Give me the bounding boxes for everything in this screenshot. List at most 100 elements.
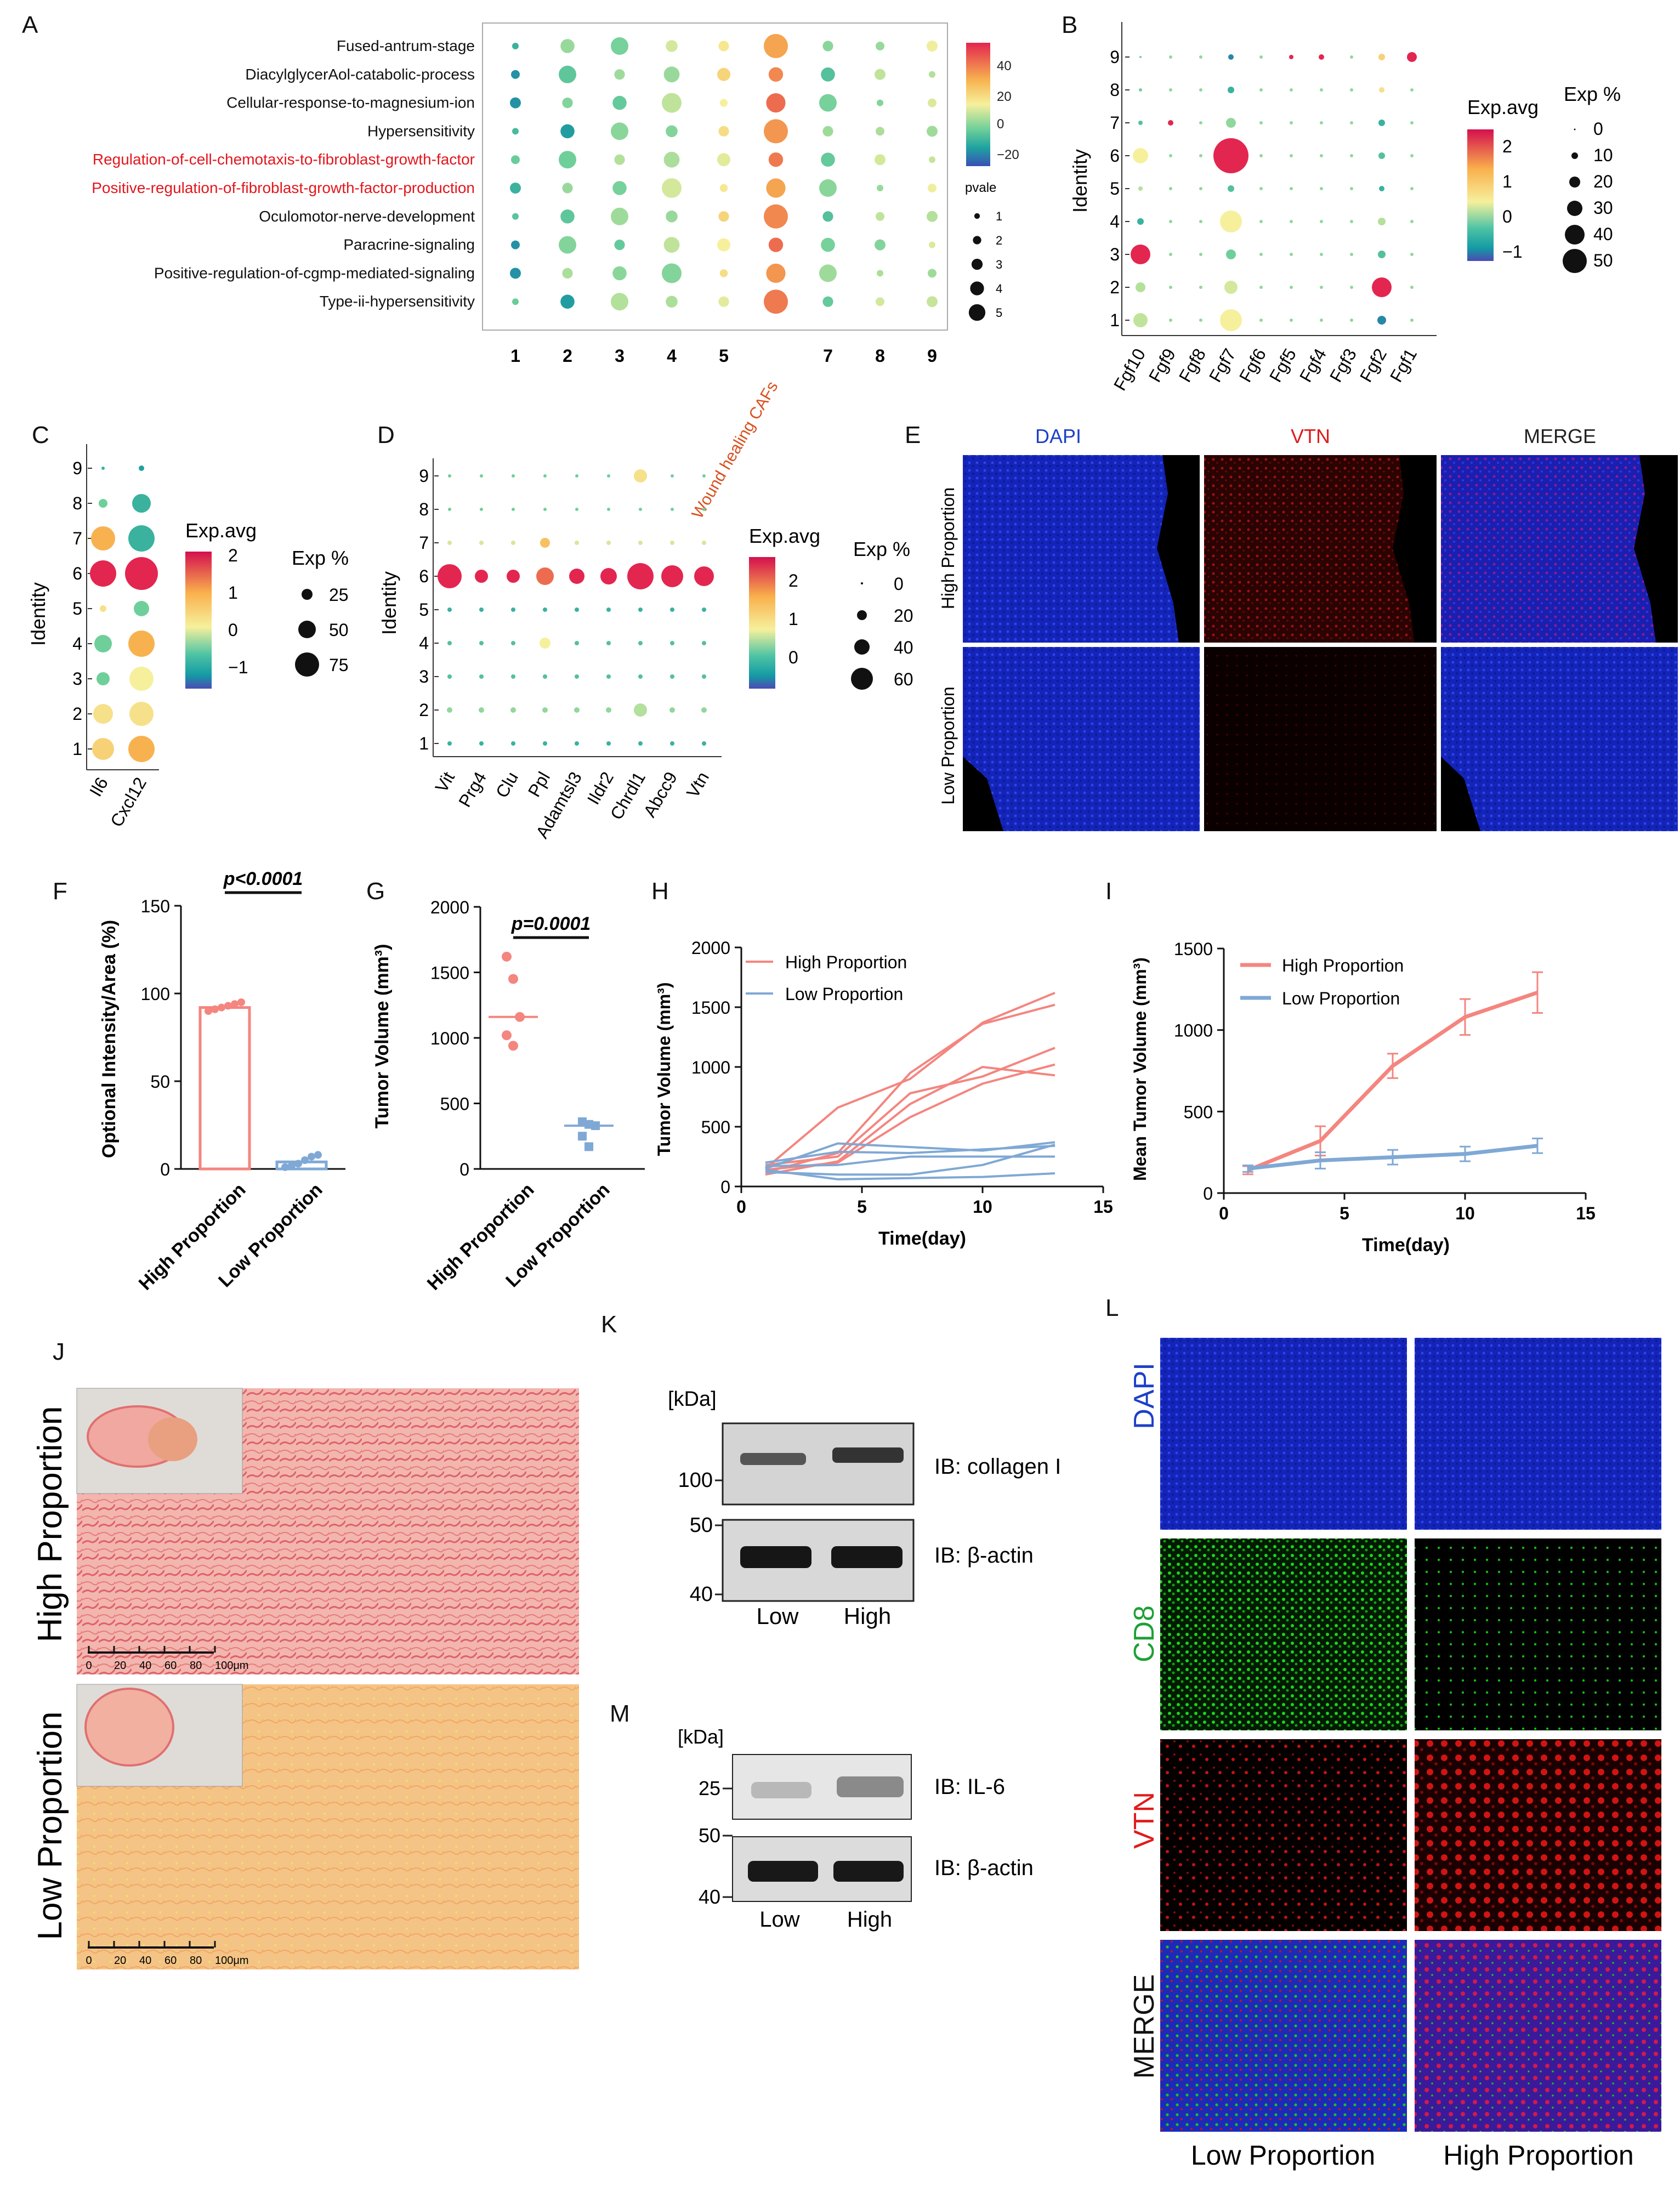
C-plot-dot: [128, 525, 155, 552]
m-band-high-actin: [833, 1861, 904, 1882]
B-plot-dot: [1259, 121, 1263, 124]
l-image-high-dapi: [1415, 1338, 1661, 1530]
d-size-legend-dot: [857, 610, 867, 620]
a-dot: [719, 99, 728, 107]
D-plot-gene-tick: Prg4: [455, 769, 490, 811]
d-size-legend-label: 0: [894, 574, 904, 594]
D-plot-dot: [694, 566, 714, 586]
D-plot-dot: [510, 707, 516, 713]
c-colorbar-tick: 1: [228, 583, 238, 603]
a-dot: [559, 236, 576, 254]
C-plot-row-tick: 6: [72, 564, 82, 583]
f-point: [211, 1005, 219, 1013]
a-cluster-tick: 7: [823, 346, 833, 366]
B-plot-dot: [1224, 281, 1238, 294]
a-size-legend-label: 2: [996, 234, 1002, 247]
a-dot: [511, 70, 520, 79]
a-dot: [927, 126, 938, 137]
B-plot-dot: [1379, 186, 1384, 191]
B-plot-dot: [1226, 118, 1236, 128]
l-image-high-cd8: [1415, 1538, 1661, 1730]
g-point: [515, 1012, 525, 1022]
g-ylabel: Tumor Volume (mm³): [372, 944, 393, 1129]
B-plot-dot: [1350, 220, 1353, 223]
B-plot-dot: [1320, 253, 1323, 256]
B-plot-dot: [1350, 253, 1353, 256]
B-plot-dot: [1350, 121, 1353, 124]
a-dot: [876, 42, 884, 50]
D-plot-dot: [670, 607, 674, 612]
l-row-cd8: CD8: [1128, 1605, 1160, 1662]
B-plot-dot: [1138, 121, 1143, 125]
B-plot-dot: [1290, 154, 1293, 157]
D-plot-dot: [512, 474, 515, 478]
a-colorbar-tick: −20: [997, 147, 1019, 162]
B-plot-dot: [1259, 319, 1263, 322]
d-colorbar-tick: 1: [788, 609, 798, 629]
j-row-low: Low Proportion: [31, 1711, 69, 1940]
D-plot-dot: [447, 741, 452, 746]
a-dot: [875, 239, 886, 251]
f-point: [308, 1152, 315, 1161]
m-lane-low: Low: [759, 1907, 799, 1932]
B-plot-gene-tick: Fgf3: [1326, 345, 1360, 385]
h-ytick: 1000: [691, 1058, 730, 1077]
D-plot-dot: [638, 541, 643, 545]
D-plot-row-tick: 5: [419, 600, 429, 620]
a-dot: [718, 126, 729, 137]
panel-letter-a: A: [22, 12, 38, 38]
d-colorbar-tick: 0: [788, 648, 798, 667]
D-plot-gene-tick: Vtn: [683, 769, 713, 802]
C-plot-dot: [128, 631, 155, 657]
a-dot: [928, 269, 937, 278]
a-dot: [666, 125, 678, 138]
panel-letter-j: J: [53, 1338, 65, 1365]
a-colorbar-tick: 0: [997, 117, 1004, 132]
m-band-low-actin: [748, 1861, 818, 1882]
C-plot-dot: [129, 702, 154, 726]
a-cluster-tick: 5: [719, 346, 729, 366]
a-dot: [612, 266, 627, 281]
a-size-legend-label: 3: [996, 258, 1002, 271]
i-xtick: 15: [1576, 1203, 1596, 1223]
D-plot-gene-tick: Clu: [492, 769, 522, 802]
b-color-title: Exp.avg: [1467, 96, 1539, 118]
a-dot: [511, 155, 520, 164]
C-plot-dot: [134, 601, 149, 616]
a-dot: [766, 178, 786, 198]
B-plot-dot: [1199, 319, 1202, 322]
C-plot-row-tick: 9: [72, 458, 82, 478]
D-plot-dot: [543, 674, 547, 679]
c-size-legend-label: 25: [329, 585, 349, 605]
d-ylabel: Identity: [378, 571, 400, 635]
D-plot-dot: [669, 707, 675, 713]
B-plot-gene-tick: Fgf9: [1145, 345, 1179, 385]
a-dot: [821, 67, 835, 82]
l-image-high-vtn: [1415, 1739, 1661, 1931]
B-plot-dot: [1320, 319, 1323, 322]
C-plot-row-tick: 8: [72, 493, 82, 513]
B-plot-dot: [1213, 138, 1248, 173]
D-plot-dot: [702, 508, 706, 511]
m-unit: [kDa]: [678, 1725, 724, 1748]
l-col-high: High Proportion: [1443, 2140, 1633, 2171]
a-cluster-tick: 1: [510, 346, 520, 366]
B-plot-dot: [1290, 253, 1293, 256]
D-plot-dot: [511, 541, 515, 545]
D-plot-dot: [634, 469, 647, 482]
panel-letter-g: G: [366, 878, 385, 905]
B-plot-dot: [1199, 187, 1202, 190]
B-plot-dot: [1378, 152, 1385, 159]
B-plot-dot: [1136, 282, 1145, 292]
a-colorbar-tick: 20: [997, 89, 1012, 104]
a-dot: [718, 211, 729, 222]
d-size-legend-dot: [861, 582, 863, 584]
B-plot-row-tick: 7: [1110, 113, 1120, 133]
panel-h-line-chart: 0 500 1000 1500 2000 0 5 10 15 Tumor Volume (mm³)…: [654, 938, 1113, 1249]
C-plot-row-tick: 1: [72, 739, 82, 759]
a-dot: [612, 95, 627, 110]
a-dot: [768, 152, 784, 167]
